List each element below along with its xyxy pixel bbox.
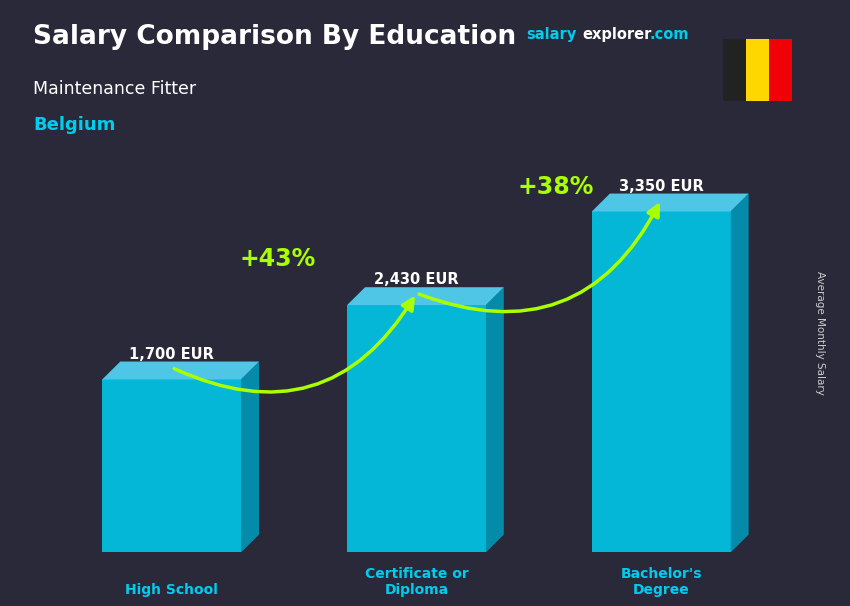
Bar — [768, 39, 792, 101]
Text: Maintenance Fitter: Maintenance Fitter — [33, 81, 196, 98]
Text: +43%: +43% — [240, 247, 316, 271]
Polygon shape — [347, 287, 504, 305]
Text: .com: .com — [650, 27, 689, 42]
Text: High School: High School — [125, 583, 218, 597]
Text: +38%: +38% — [517, 175, 593, 199]
Text: 3,350 EUR: 3,350 EUR — [619, 179, 704, 193]
Polygon shape — [592, 193, 749, 211]
Polygon shape — [731, 193, 749, 553]
Text: explorer: explorer — [582, 27, 651, 42]
Text: 1,700 EUR: 1,700 EUR — [129, 347, 214, 362]
Bar — [722, 39, 745, 101]
Text: 2,430 EUR: 2,430 EUR — [374, 272, 459, 287]
Text: Certificate or
Diploma: Certificate or Diploma — [365, 567, 468, 597]
Text: Salary Comparison By Education: Salary Comparison By Education — [33, 24, 516, 50]
Polygon shape — [486, 287, 504, 553]
Polygon shape — [241, 362, 259, 553]
Text: Belgium: Belgium — [33, 116, 116, 134]
Polygon shape — [347, 305, 486, 553]
Text: Bachelor's
Degree: Bachelor's Degree — [620, 567, 702, 597]
Text: salary: salary — [527, 27, 577, 42]
Text: Average Monthly Salary: Average Monthly Salary — [815, 271, 825, 395]
Polygon shape — [102, 362, 259, 379]
Polygon shape — [592, 211, 731, 553]
Bar — [745, 39, 768, 101]
Polygon shape — [102, 379, 241, 553]
